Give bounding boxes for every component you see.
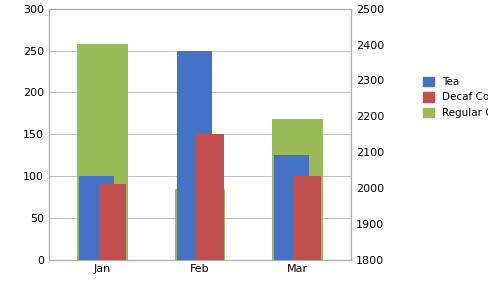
Bar	[196, 134, 224, 260]
Bar	[99, 184, 126, 260]
Bar	[177, 51, 212, 260]
Bar	[274, 155, 309, 260]
Bar	[77, 44, 128, 260]
Bar	[175, 189, 225, 260]
Legend: Tea, Decaf Coffee, Regular Coffee: Tea, Decaf Coffee, Regular Coffee	[423, 77, 488, 118]
Bar	[272, 119, 323, 260]
Bar	[294, 176, 321, 260]
Bar	[79, 176, 114, 260]
